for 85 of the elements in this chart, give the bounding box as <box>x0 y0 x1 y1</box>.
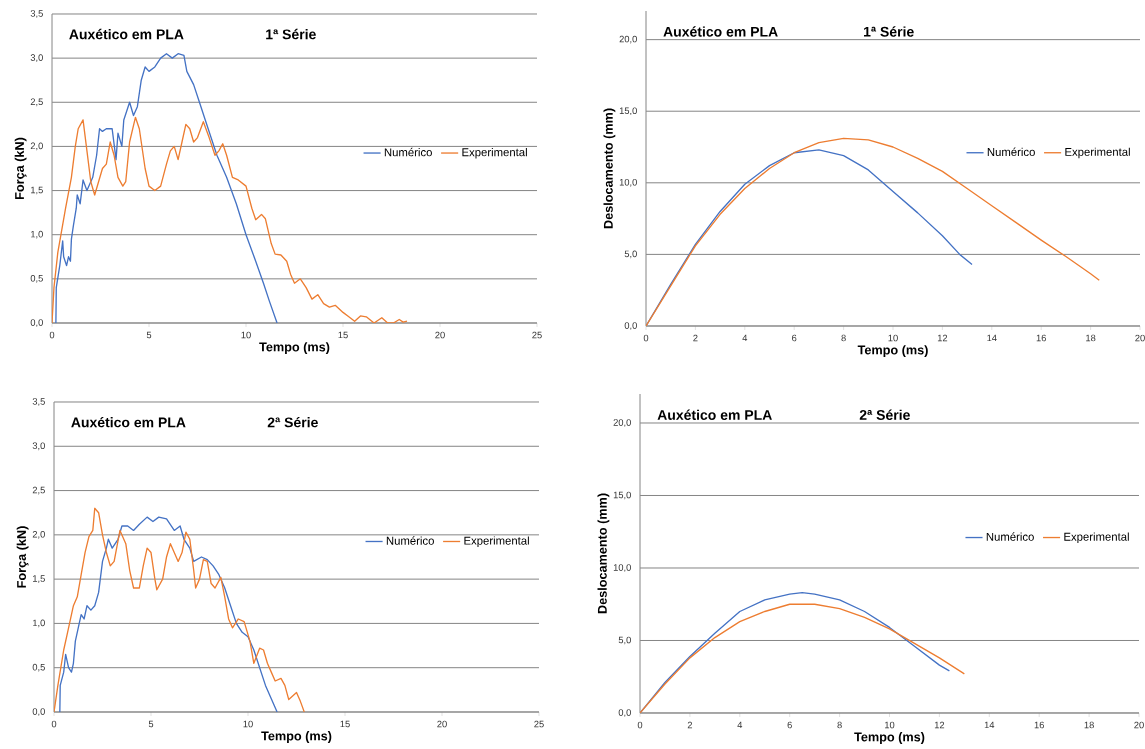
x-tick-label: 12 <box>934 721 945 729</box>
y-tick-label: 1,0 <box>31 230 43 239</box>
x-tick-label: 8 <box>837 721 842 729</box>
y-tick-label: 20,0 <box>619 35 637 44</box>
x-tick-label: 2 <box>687 721 693 729</box>
x-tick-label: 12 <box>937 334 948 342</box>
x-tick-label: 0 <box>51 720 57 728</box>
x-tick-label: 14 <box>984 721 995 729</box>
text: Auxético em PLA <box>71 416 186 428</box>
y-tick-label: 0,0 <box>624 322 637 330</box>
x-tick-label: 18 <box>1086 334 1096 342</box>
x-axis-title: Tempo (ms) <box>857 345 928 357</box>
y-tick-label: 1,0 <box>33 619 45 628</box>
y-tick-label: 2,0 <box>30 142 43 151</box>
x-tick-label: 20 <box>437 720 447 728</box>
y-tick-label: 10,0 <box>619 178 637 187</box>
y-tick-label: 0,0 <box>618 709 631 717</box>
text: 2ª Série <box>267 416 318 428</box>
legend-label: Experimental <box>464 536 529 547</box>
x-tick-label: 6 <box>792 334 797 342</box>
y-tick-label: 10,0 <box>613 564 631 572</box>
legend-label: Numérico <box>986 532 1034 541</box>
y-tick-label: 5,0 <box>618 636 631 645</box>
y-tick-label: 1,5 <box>33 575 45 583</box>
y-tick-label: 15,0 <box>619 107 637 116</box>
y-axis-title: Força (kN) <box>14 137 27 199</box>
x-tick-label: 16 <box>1034 721 1044 729</box>
y-tick-label: 3,5 <box>32 398 45 406</box>
x-tick-label: 10 <box>888 334 898 342</box>
y-tick-label: 2,0 <box>32 531 45 539</box>
x-tick-label: 8 <box>841 334 846 342</box>
y-tick-label: 2,5 <box>30 98 43 107</box>
text: Auxético em PLA <box>663 26 778 37</box>
x-tick-label: 0 <box>637 721 643 729</box>
x-axis-title: Tempo (ms) <box>854 732 925 744</box>
x-tick-label: 2 <box>693 334 698 342</box>
x-tick-label: 15 <box>338 331 348 339</box>
y-tick-label: 0,0 <box>32 708 45 716</box>
y-tick-label: 0,5 <box>32 663 45 672</box>
text: 2ª Série <box>859 409 910 420</box>
y-tick-label: 0,5 <box>30 275 43 283</box>
legend-label: Experimental <box>1064 532 1129 543</box>
x-tick-label: 14 <box>987 334 997 342</box>
legend-label: Experimental <box>1065 147 1130 159</box>
x-tick-label: 20 <box>1135 334 1145 342</box>
y-tick-label: 0,0 <box>30 319 43 327</box>
y-tick-label: 3,0 <box>30 54 43 62</box>
y-tick-label: 3,5 <box>30 10 43 18</box>
y-tick-label: 1,5 <box>31 186 43 195</box>
x-tick-label: 6 <box>787 721 792 729</box>
x-tick-label: 25 <box>534 720 544 728</box>
x-tick-label: 5 <box>148 720 154 728</box>
x-tick-label: 10 <box>885 721 895 729</box>
x-tick-label: 20 <box>1134 721 1144 729</box>
text: Auxético em PLA <box>657 409 772 420</box>
text: Auxético em PLA <box>69 28 184 40</box>
x-tick-label: 18 <box>1084 721 1094 729</box>
legend-label: Numérico <box>384 147 432 157</box>
legend-label: Experimental <box>462 147 527 159</box>
x-tick-label: 4 <box>742 334 748 342</box>
y-axis-title: Força (kN) <box>16 526 29 588</box>
y-tick-label: 3,0 <box>32 442 45 451</box>
y-axis-title: Deslocamento (mm) <box>597 493 610 614</box>
x-tick-label: 0 <box>643 334 649 342</box>
y-axis-title: Deslocamento (mm) <box>603 108 616 229</box>
x-tick-label: 15 <box>340 720 350 728</box>
text: 1ª Série <box>864 26 914 37</box>
x-tick-label: 20 <box>435 331 445 339</box>
legend-label: Numérico <box>987 147 1035 157</box>
text: 1ª Série <box>266 28 316 40</box>
legend-label: Numérico <box>386 536 434 545</box>
x-tick-label: 0 <box>49 331 55 339</box>
x-tick-label: 16 <box>1036 334 1046 342</box>
x-axis-title: Tempo (ms) <box>259 342 330 354</box>
x-tick-label: 4 <box>737 721 743 729</box>
x-tick-label: 10 <box>243 720 253 728</box>
y-tick-label: 2,5 <box>32 486 45 495</box>
y-tick-label: 15,0 <box>613 491 631 500</box>
y-tick-label: 5,0 <box>624 250 637 259</box>
line-series <box>55 53 278 323</box>
y-tick-label: 20,0 <box>613 419 631 427</box>
x-tick-label: 5 <box>146 331 152 339</box>
x-tick-label: 25 <box>532 331 542 339</box>
x-axis-title: Tempo (ms) <box>261 731 332 743</box>
x-tick-label: 10 <box>241 331 251 339</box>
